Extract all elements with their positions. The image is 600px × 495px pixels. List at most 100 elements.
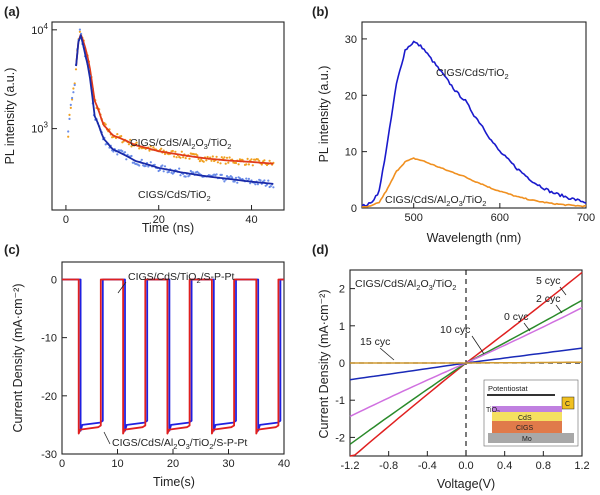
- panel-a-point-s1: [78, 28, 81, 31]
- inset-layer-cigs-label: CIGS: [516, 425, 533, 432]
- panel-a-point-s1: [269, 185, 272, 188]
- panel-a-point-s1: [116, 153, 119, 156]
- panel-b-xlabel: Wavelength (nm): [427, 231, 522, 245]
- panel-a-point-s1: [123, 151, 127, 154]
- panel-a-point-s1: [220, 173, 223, 176]
- panel-a-point-s0: [74, 68, 78, 71]
- panel-b-letter: (b): [312, 4, 329, 19]
- panel-a-point-s0: [104, 123, 107, 126]
- panel-b-frame: [361, 21, 587, 209]
- inset-layer-mo-label: Mo: [522, 436, 532, 443]
- panel-a-point-s0: [206, 155, 209, 159]
- inset-layer-cds: [492, 412, 562, 421]
- panel-a-point-s1: [162, 170, 165, 173]
- panel-a-point-s1: [68, 117, 71, 120]
- panel-a-point-s1: [130, 154, 133, 158]
- panel-a-ylabel: PL intensity (a.u.): [3, 68, 17, 165]
- panel-b-line-s1: [361, 157, 587, 208]
- panel-a-xtick-label: 40: [245, 214, 257, 226]
- panel-c-line-s0: [62, 278, 284, 432]
- panel-b-xtick-label: 700: [577, 212, 595, 224]
- panel-a-point-s0: [163, 152, 167, 156]
- panel-a-point-s0: [69, 106, 72, 109]
- panel-c-xtick-label: 30: [222, 458, 234, 470]
- panel-c-legend-tio2-pointer: [117, 281, 127, 294]
- panel-c-ytick-label: -30: [41, 449, 57, 461]
- panel-d-label-10cyc: 10 cyc: [440, 324, 470, 336]
- panel-c-legend-tio2: CIGS/CdS/TiO2/S-P-Pt: [128, 271, 235, 285]
- panel-c-xtick-label: 10: [111, 458, 123, 470]
- panel-c-xtick-label: 0: [59, 458, 65, 470]
- panel-a-point-s1: [215, 173, 218, 176]
- panel-a-point-s1: [272, 186, 275, 189]
- panel-b-ytick-label: 20: [345, 90, 357, 102]
- panel-a-point-s1: [163, 165, 167, 168]
- panel-a-point-s0: [263, 159, 266, 162]
- panel-a-point-s1: [73, 83, 76, 87]
- panel-a-fit-s0: [75, 33, 274, 165]
- panel-d-xtick-label: -0.4: [418, 460, 437, 472]
- panel-d-pointer-10cyc: [471, 335, 485, 355]
- panel-a-point-s0: [138, 147, 141, 150]
- panel-a-point-s0: [200, 158, 203, 161]
- panel-d-ylabel: Current Density (mA·cm⁻²): [317, 290, 331, 439]
- panel-a-point-s1: [236, 181, 239, 184]
- panel-a-point-s1: [144, 164, 147, 168]
- panel-a-point-s1: [223, 180, 226, 183]
- panel-a-point-s0: [215, 155, 218, 158]
- inset-layer-cigs: [492, 421, 562, 433]
- panel-a-point-s0: [173, 155, 176, 158]
- panel-a-point-s0: [258, 159, 261, 162]
- panel-b-legend-tio2: CIGS/CdS/TiO2: [436, 67, 509, 81]
- panel-a-point-s0: [72, 87, 75, 90]
- panel-a-point-s0: [234, 161, 238, 165]
- panel-c-ylabel: Current Density (mA·cm⁻²): [11, 284, 25, 433]
- panel-a-point-s0: [211, 155, 214, 158]
- panel-a-point-s1: [259, 179, 262, 182]
- panel-b-xtick-label: 500: [405, 212, 423, 224]
- panel-a-point-s1: [138, 164, 141, 167]
- panel-a-point-s0: [180, 150, 183, 153]
- panel-a-point-s0: [210, 159, 213, 162]
- panel-a-point-s0: [152, 146, 155, 149]
- panel-a-point-s0: [251, 164, 254, 167]
- panel-a-point-s0: [224, 162, 227, 165]
- panel-d-xtick-label: 0.4: [497, 460, 512, 472]
- panel-a-point-s1: [263, 179, 266, 182]
- inset-carbon-electrode: [561, 396, 575, 410]
- panel-a-letter: (a): [4, 4, 20, 19]
- panel-a-point-s1: [267, 179, 270, 182]
- panel-d-xtick-label: 1.2: [574, 460, 589, 472]
- panel-a-point-s0: [196, 154, 199, 157]
- panel-b-ytick-label: 10: [345, 147, 357, 159]
- panel-b-xtick-label: 600: [491, 212, 509, 224]
- panel-d-label-5cyc: 5 cyc: [536, 275, 561, 287]
- panel-a-point-s1: [140, 158, 143, 161]
- panel-a-point-s1: [184, 175, 187, 178]
- panel-a-point-s0: [227, 161, 230, 164]
- panel-a-ticks: 0 20 40 103 104: [31, 22, 257, 226]
- panel-c-line-s1: [62, 278, 284, 435]
- panel-d-ytick-label: -2: [335, 432, 345, 444]
- panel-a-point-s0: [182, 156, 185, 159]
- panel-a-point-s0: [220, 156, 223, 159]
- panel-a-xtick-label: 0: [63, 214, 69, 226]
- panel-a-legend-al2o3: CIGS/CdS/Al2O3/TiO2: [130, 137, 231, 151]
- panel-a-point-s1: [192, 171, 195, 174]
- panel-d-letter: (d): [312, 242, 329, 257]
- panel-a-point-s0: [149, 145, 152, 148]
- panel-d-label-15cyc: 15 cyc: [360, 336, 390, 348]
- panel-a-fit-s1: [75, 34, 274, 185]
- panel-c-legend-al2o3: CIGS/CdS/Al2O3/TiO2/S-P-Pt: [112, 437, 247, 451]
- panel-a-point-s0: [120, 135, 123, 138]
- panel-d-ytick-label: 0: [339, 358, 345, 370]
- panel-b-line-s0: [361, 40, 587, 207]
- panel-a-frame: [51, 21, 285, 211]
- panel-a-point-s1: [249, 182, 252, 185]
- panel-a-point-s1: [153, 163, 156, 166]
- panel-a-point-s0: [130, 145, 133, 148]
- panel-d-xtick-label: 0.0: [458, 460, 473, 472]
- panel-a-point-s0: [268, 159, 271, 162]
- panel-a-point-s0: [245, 163, 248, 166]
